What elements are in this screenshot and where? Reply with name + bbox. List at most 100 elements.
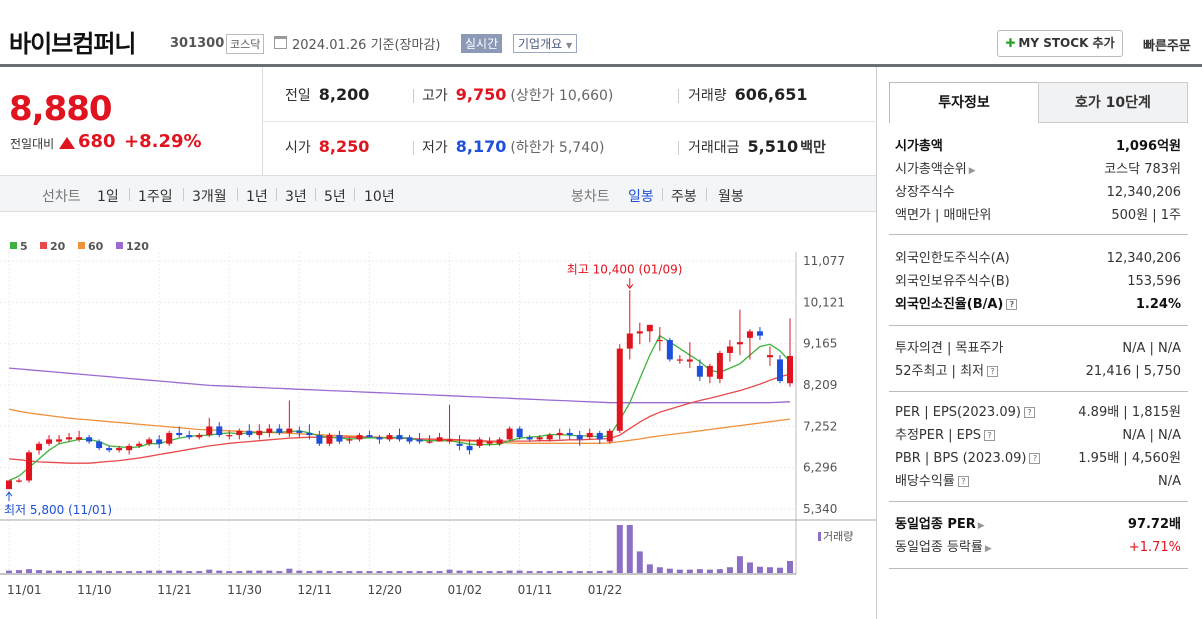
- candle-monthly[interactable]: 월봉: [718, 189, 744, 205]
- candle-body[interactable]: [736, 342, 743, 345]
- candle-body[interactable]: [126, 445, 133, 451]
- candle-body[interactable]: [96, 441, 103, 449]
- candle-body[interactable]: [706, 365, 713, 377]
- period-3y[interactable]: 3년: [285, 189, 307, 205]
- my-stock-add-button[interactable]: ✚ MY STOCK 추가: [997, 30, 1123, 57]
- candle-body[interactable]: [676, 359, 683, 361]
- candle-body[interactable]: [6, 480, 12, 490]
- candle-body[interactable]: [396, 435, 403, 440]
- candle-body[interactable]: [406, 437, 413, 442]
- candle-body[interactable]: [116, 448, 123, 451]
- period-5y[interactable]: 5년: [324, 189, 346, 205]
- candle-body[interactable]: [176, 432, 183, 436]
- candle-body[interactable]: [16, 480, 23, 482]
- info-key[interactable]: 동일업종 등락률 ▶: [895, 536, 992, 561]
- company-overview-dropdown[interactable]: 기업개요 ▼: [513, 34, 578, 53]
- info-key[interactable]: 동일업종 PER ▶: [895, 513, 985, 538]
- candle-body[interactable]: [596, 432, 603, 440]
- candle-body[interactable]: [366, 435, 373, 438]
- period-10y[interactable]: 10년: [364, 189, 395, 205]
- tab-invest-info[interactable]: 투자정보: [889, 82, 1039, 123]
- tab-quote-10[interactable]: 호가 10단계: [1038, 82, 1188, 123]
- candle-body[interactable]: [346, 439, 353, 441]
- price-chart[interactable]: 5 20 60 120 11/01 11/10 11/21 11/30 12/11 12/20 01…: [0, 212, 876, 619]
- candle-body[interactable]: [606, 430, 613, 442]
- candle-body[interactable]: [196, 435, 203, 438]
- candle-body[interactable]: [616, 348, 623, 431]
- candle-body[interactable]: [476, 439, 483, 446]
- candle-body[interactable]: [226, 435, 233, 437]
- candle-weekly[interactable]: 주봉: [671, 189, 697, 205]
- candle-body[interactable]: [376, 437, 383, 440]
- candle-body[interactable]: [436, 437, 443, 442]
- candle-body[interactable]: [136, 443, 143, 446]
- help-icon[interactable]: ?: [957, 476, 969, 487]
- candle-body[interactable]: [766, 355, 773, 358]
- help-icon[interactable]: ?: [1023, 407, 1035, 418]
- candle-body[interactable]: [66, 437, 73, 440]
- info-key[interactable]: 추정PER | EPS?: [895, 424, 995, 447]
- candle-body[interactable]: [786, 355, 793, 384]
- candle-body[interactable]: [26, 452, 33, 481]
- candle-body[interactable]: [296, 430, 303, 433]
- candle-body[interactable]: [56, 439, 63, 442]
- candle-body[interactable]: [266, 428, 273, 433]
- candle-body[interactable]: [326, 435, 333, 444]
- candle-body[interactable]: [566, 432, 573, 436]
- candle-body[interactable]: [546, 435, 553, 440]
- candle-body[interactable]: [316, 435, 323, 444]
- candle-body[interactable]: [446, 439, 453, 442]
- period-1y[interactable]: 1년: [246, 189, 268, 205]
- candle-body[interactable]: [276, 428, 283, 433]
- candle-body[interactable]: [746, 331, 753, 338]
- candle-body[interactable]: [146, 439, 153, 444]
- realtime-badge[interactable]: 실시간: [461, 34, 503, 53]
- candle-body[interactable]: [246, 430, 253, 436]
- candle-body[interactable]: [156, 439, 163, 444]
- quick-order-button[interactable]: 빠른주문: [1143, 35, 1191, 54]
- candle-body[interactable]: [496, 439, 503, 444]
- candle-body[interactable]: [636, 331, 643, 334]
- candle-body[interactable]: [646, 324, 653, 332]
- candle-body[interactable]: [696, 365, 703, 377]
- candle-body[interactable]: [76, 437, 83, 440]
- candle-body[interactable]: [586, 432, 593, 438]
- candle-body[interactable]: [236, 430, 243, 436]
- candle-body[interactable]: [86, 437, 93, 442]
- candle-body[interactable]: [466, 445, 473, 451]
- candle-body[interactable]: [456, 443, 463, 446]
- candle-body[interactable]: [666, 339, 673, 360]
- candle-body[interactable]: [46, 439, 53, 444]
- candle-body[interactable]: [686, 359, 693, 362]
- candle-body[interactable]: [486, 441, 493, 444]
- candle-body[interactable]: [656, 339, 663, 342]
- candle-daily[interactable]: 일봉: [628, 189, 654, 205]
- period-1d[interactable]: 1일: [97, 189, 119, 205]
- period-3m[interactable]: 3개월: [192, 189, 227, 205]
- candle-body[interactable]: [756, 331, 763, 336]
- candle-body[interactable]: [356, 435, 363, 440]
- candle-body[interactable]: [106, 448, 113, 451]
- help-icon[interactable]: ?: [1029, 453, 1041, 464]
- info-key[interactable]: 외국인소진율(B/A)?: [895, 293, 1018, 316]
- candle-body[interactable]: [416, 439, 423, 442]
- company-name[interactable]: 바이브컴퍼니: [9, 30, 136, 58]
- candle-body[interactable]: [386, 435, 393, 440]
- candle-body[interactable]: [726, 346, 733, 353]
- candle-body[interactable]: [556, 432, 563, 436]
- candle-body[interactable]: [286, 428, 293, 433]
- candle-body[interactable]: [526, 437, 533, 440]
- candle-body[interactable]: [576, 435, 583, 440]
- candle-body[interactable]: [206, 426, 213, 436]
- info-key[interactable]: 배당수익률?: [895, 470, 969, 493]
- help-icon[interactable]: ?: [983, 430, 995, 441]
- period-1w[interactable]: 1주일: [138, 189, 173, 205]
- info-key[interactable]: PER | EPS(2023.09)?: [895, 401, 1035, 424]
- candle-body[interactable]: [336, 435, 343, 442]
- candle-body[interactable]: [516, 428, 523, 438]
- help-icon[interactable]: ?: [1006, 299, 1018, 310]
- candle-body[interactable]: [306, 432, 313, 436]
- candle-body[interactable]: [426, 441, 433, 443]
- info-key[interactable]: 52주최고 | 최저?: [895, 360, 998, 383]
- info-key[interactable]: PBR | BPS (2023.09)?: [895, 447, 1041, 470]
